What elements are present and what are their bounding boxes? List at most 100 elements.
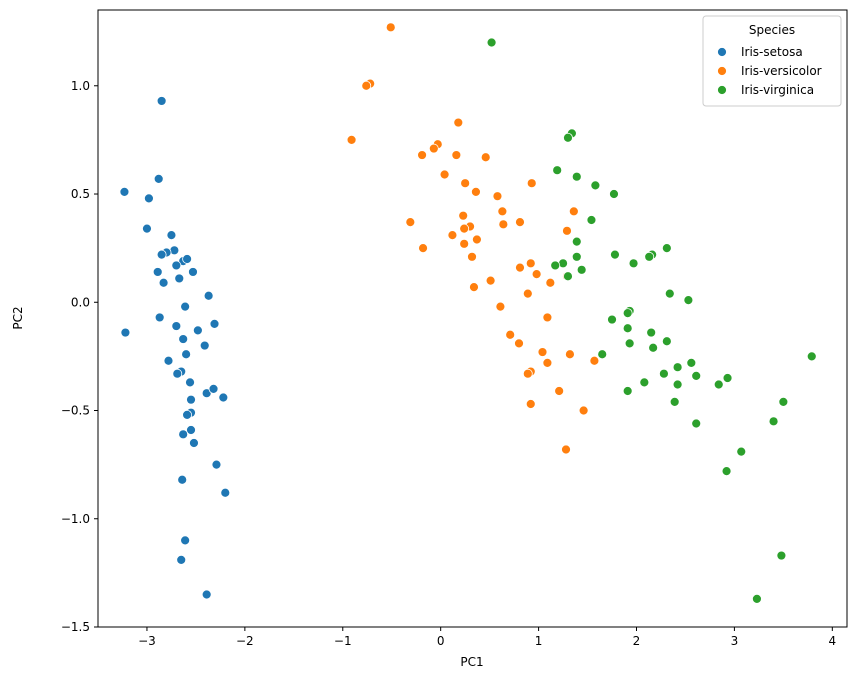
- data-point: [545, 277, 556, 288]
- data-point: [624, 338, 635, 349]
- data-point: [189, 438, 199, 448]
- data-point: [418, 243, 428, 254]
- data-point: [186, 425, 196, 435]
- x-tick-label: 3: [731, 634, 739, 648]
- data-point: [174, 273, 185, 284]
- data-point: [486, 37, 497, 48]
- data-point: [492, 191, 503, 202]
- data-point: [361, 80, 372, 91]
- data-point: [568, 206, 579, 217]
- data-point: [144, 193, 154, 204]
- data-point: [166, 230, 177, 241]
- x-tick-label: −2: [236, 634, 254, 648]
- data-point: [467, 251, 477, 262]
- y-tick-label: 0.5: [71, 187, 90, 201]
- data-point: [171, 260, 182, 271]
- data-point: [515, 262, 525, 273]
- data-point: [628, 258, 639, 269]
- data-point: [459, 223, 470, 234]
- data-point: [472, 234, 482, 245]
- data-point: [176, 554, 187, 565]
- data-point: [199, 340, 210, 351]
- y-tick-label: −0.5: [61, 404, 90, 418]
- data-point: [722, 373, 733, 383]
- data-point: [185, 377, 195, 388]
- data-point: [120, 327, 131, 338]
- data-point: [480, 152, 491, 163]
- data-point: [550, 260, 561, 271]
- data-point: [691, 370, 702, 381]
- data-point: [571, 171, 582, 182]
- data-point: [609, 189, 619, 199]
- data-point: [201, 388, 212, 399]
- data-point: [459, 238, 470, 249]
- legend-entry-label: Iris-versicolor: [741, 64, 822, 78]
- data-point: [776, 550, 787, 561]
- data-point: [554, 386, 565, 396]
- data-point: [531, 269, 542, 280]
- data-point: [576, 264, 587, 275]
- x-tick-label: −3: [138, 634, 156, 648]
- data-point: [220, 487, 231, 498]
- data-point: [672, 379, 683, 390]
- data-point: [208, 383, 219, 394]
- data-point: [498, 219, 509, 230]
- data-point: [186, 394, 196, 405]
- data-point: [686, 357, 697, 368]
- data-point: [156, 96, 167, 106]
- data-point: [203, 290, 214, 301]
- x-tick-label: 0: [437, 634, 445, 648]
- data-point: [218, 392, 229, 403]
- legend-entry-label: Iris-virginica: [741, 83, 814, 97]
- data-point: [154, 312, 165, 323]
- data-point: [469, 282, 479, 293]
- data-point: [180, 535, 191, 546]
- legend: Species Iris-setosa Iris-versicolor Iris-v…: [702, 15, 842, 107]
- legend-title: Species: [749, 23, 795, 37]
- data-point: [346, 134, 357, 145]
- data-point: [172, 368, 183, 379]
- data-point: [188, 267, 198, 277]
- data-point: [177, 474, 188, 485]
- data-point: [622, 386, 633, 396]
- data-point: [417, 150, 427, 160]
- data-point: [736, 446, 747, 457]
- data-point: [525, 399, 536, 409]
- data-point: [163, 355, 174, 366]
- legend-entry-label: Iris-setosa: [741, 45, 803, 59]
- data-point: [451, 150, 462, 160]
- x-axis-label: PC1: [460, 655, 483, 669]
- data-point: [578, 405, 589, 416]
- data-point: [152, 267, 163, 277]
- data-point: [211, 459, 222, 470]
- data-point: [209, 319, 220, 329]
- y-tick-label: 1.0: [71, 79, 90, 93]
- legend-marker: [717, 47, 727, 57]
- data-point: [661, 336, 672, 347]
- data-point: [201, 589, 212, 600]
- data-point: [721, 466, 732, 477]
- legend-marker: [717, 85, 727, 95]
- data-point: [453, 117, 464, 128]
- data-point: [778, 396, 789, 407]
- data-point: [182, 254, 192, 264]
- data-point: [460, 178, 471, 189]
- data-point: [713, 379, 724, 390]
- y-tick-label: 0.0: [71, 295, 90, 309]
- data-point: [153, 173, 164, 184]
- y-axis-label: PC2: [11, 306, 25, 329]
- data-point: [158, 277, 169, 288]
- data-point: [471, 186, 481, 197]
- data-point: [405, 217, 416, 228]
- x-tick-label: −1: [334, 634, 352, 648]
- data-point: [691, 418, 702, 429]
- data-point: [644, 251, 655, 262]
- data-point: [515, 217, 525, 228]
- data-point: [119, 186, 130, 197]
- data-point: [669, 396, 680, 407]
- data-point: [447, 230, 458, 241]
- data-point: [659, 368, 669, 379]
- legend-items: Iris-setosa Iris-versicolor Iris-virginica: [717, 45, 822, 97]
